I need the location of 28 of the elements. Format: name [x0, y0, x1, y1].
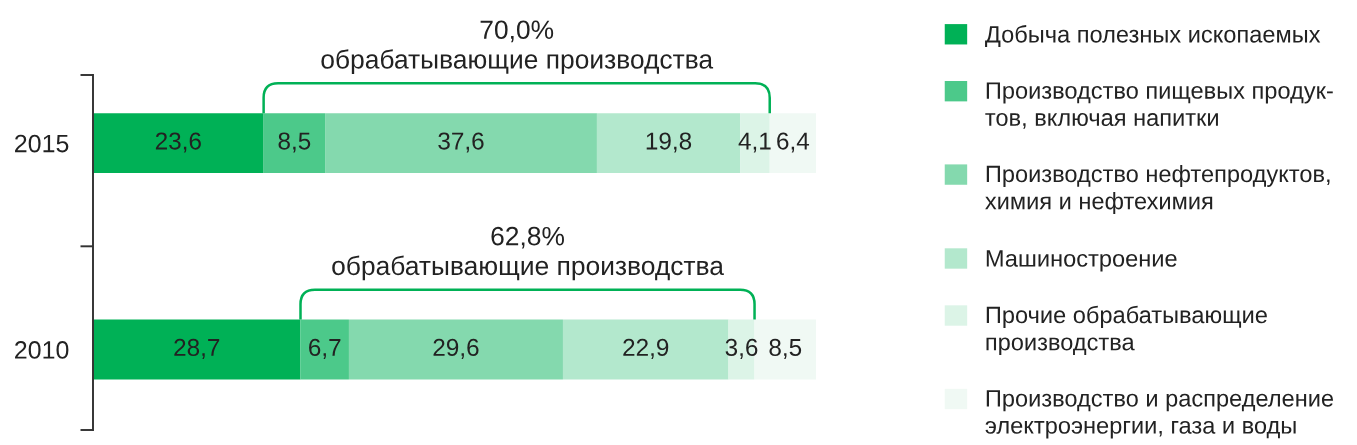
- data-label: 28,7: [174, 338, 220, 359]
- data-label: 29,6: [433, 338, 479, 359]
- legend-label: Производство и распределение электроэнергии, газа и воды: [985, 390, 1334, 439]
- bar: [325, 113, 597, 174]
- bar: [769, 113, 816, 174]
- bar: [300, 319, 349, 380]
- data-label: 4,1: [738, 132, 771, 153]
- annotation: 62,8% обрабатывающие производства: [332, 226, 724, 281]
- data-label: 37,6: [438, 132, 484, 153]
- data-label: 22,9: [623, 338, 669, 359]
- legend-label: Добыча полезных ископаемых: [985, 25, 1321, 48]
- data-label: 8,5: [278, 132, 311, 153]
- data-label: 19,8: [646, 132, 692, 153]
- data-label: 8,5: [769, 338, 802, 359]
- bar: [348, 319, 563, 380]
- data-label: 3,6: [725, 338, 758, 359]
- bar: [740, 113, 770, 174]
- legend-label: Прочие обрабатывающие производства: [986, 305, 1267, 356]
- y-tick-label: 2015: [15, 134, 69, 153]
- bar: [263, 113, 326, 174]
- data-label: 6,4: [777, 132, 810, 153]
- legend-label: Машиностроение: [986, 250, 1177, 272]
- data-label: 6,7: [309, 338, 341, 359]
- data-label: 23,6: [155, 132, 201, 153]
- legend-label: Производство нефтепродуктов, химия и нефтехимия: [985, 164, 1330, 215]
- legend-label: Производство пищевых продук- тов, включая напитки: [985, 82, 1333, 129]
- text: 70,0% обрабатывающие производства: [321, 20, 714, 74]
- y-tick-label: 2010: [15, 341, 69, 359]
